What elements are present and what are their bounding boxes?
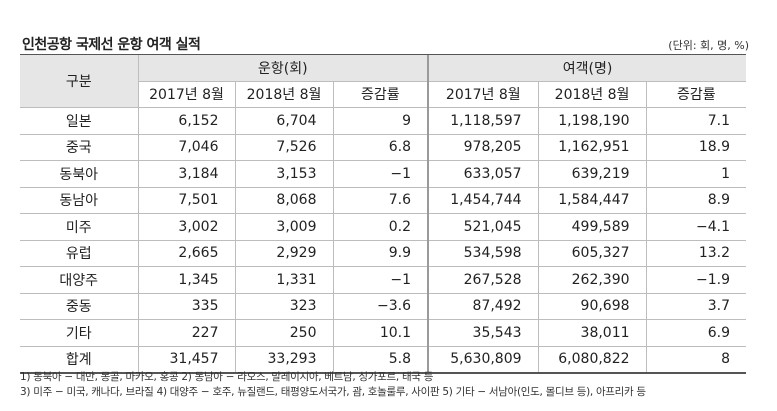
table-cell: 7,046 bbox=[138, 134, 236, 161]
table-cell: 5,630,809 bbox=[427, 346, 539, 374]
row-label: 중국 bbox=[20, 134, 139, 161]
table-cell: 534,598 bbox=[427, 240, 539, 267]
table-cell: 7,501 bbox=[138, 187, 236, 214]
table-row: 대양주 1,345 1,331 −1 267,528 262,390 −1.9 bbox=[20, 266, 747, 294]
row-label: 일본 bbox=[20, 107, 139, 135]
table-row: 중국 7,046 7,526 6.8 978,205 1,162,951 18.9 bbox=[20, 134, 747, 161]
header-row-1: 구분 운항(회) 여객(명) bbox=[20, 55, 747, 108]
table-cell: 6.9 bbox=[646, 319, 747, 347]
table-cell: −4.1 bbox=[646, 213, 747, 241]
row-label: 유럽 bbox=[20, 240, 139, 267]
table-cell: 1,454,744 bbox=[427, 187, 539, 214]
table-cell: 3,002 bbox=[138, 213, 236, 241]
table-cell: 1,162,951 bbox=[538, 134, 647, 161]
header-flights-change: 증감률 bbox=[333, 81, 429, 108]
table-cell: 8 bbox=[646, 346, 747, 374]
table-cell: 499,589 bbox=[538, 213, 647, 241]
header-category: 구분 bbox=[20, 55, 139, 108]
table-cell: 35,543 bbox=[427, 319, 539, 347]
table-row: 미주 3,002 3,009 0.2 521,045 499,589 −4.1 bbox=[20, 213, 747, 241]
table-cell: 5.8 bbox=[333, 346, 429, 374]
header-row-2: 2017년 8월 2018년 8월 증감률 2017년 8월 2018년 8월 … bbox=[20, 81, 747, 108]
table-cell: 9 bbox=[333, 107, 429, 135]
header-flights-2017: 2017년 8월 bbox=[138, 81, 236, 108]
table-cell: 87,492 bbox=[427, 293, 539, 320]
table-body: 일본 6,152 6,704 9 1,118,597 1,198,190 7.1 중국 7,04… bbox=[20, 107, 747, 374]
table-cell: 7.6 bbox=[333, 187, 429, 214]
table-cell: 3,153 bbox=[235, 160, 334, 188]
table-row: 동북아 3,184 3,153 −1 633,057 639,219 1 bbox=[20, 160, 747, 188]
table-cell: 3,009 bbox=[235, 213, 334, 241]
table-cell: 90,698 bbox=[538, 293, 647, 320]
table-cell: −1 bbox=[333, 266, 429, 294]
table-cell: 7,526 bbox=[235, 134, 334, 161]
table-cell: 7.1 bbox=[646, 107, 747, 135]
table-cell: 0.2 bbox=[333, 213, 429, 241]
table-cell: 1,198,190 bbox=[538, 107, 647, 135]
statistics-table: 구분 운항(회) 여객(명) 2017년 8월 2018년 8월 증감률 201… bbox=[20, 55, 747, 374]
table-cell: −1.9 bbox=[646, 266, 747, 294]
table-cell: 521,045 bbox=[427, 213, 539, 241]
row-label: 미주 bbox=[20, 213, 139, 241]
header-passengers-2018: 2018년 8월 bbox=[538, 81, 647, 108]
footnotes: 1) 동북아 − 대만, 몽골, 마카오, 홍콩 2) 동남아 − 라오스, 말… bbox=[20, 370, 646, 400]
table-cell: 33,293 bbox=[235, 346, 334, 374]
table-cell: 633,057 bbox=[427, 160, 539, 188]
header-passengers-change: 증감률 bbox=[646, 81, 747, 108]
row-label: 동남아 bbox=[20, 187, 139, 214]
table-cell: 3.7 bbox=[646, 293, 747, 320]
header-flights-2018: 2018년 8월 bbox=[235, 81, 334, 108]
table-cell: 3,184 bbox=[138, 160, 236, 188]
table-cell: 978,205 bbox=[427, 134, 539, 161]
table-cell: 10.1 bbox=[333, 319, 429, 347]
table-cell: 13.2 bbox=[646, 240, 747, 267]
table-cell: 227 bbox=[138, 319, 236, 347]
table-row: 기타 227 250 10.1 35,543 38,011 6.9 bbox=[20, 319, 747, 347]
table-cell: 1,345 bbox=[138, 266, 236, 294]
header-flights: 운항(회) bbox=[138, 55, 429, 82]
row-label: 동북아 bbox=[20, 160, 139, 188]
table-cell: 2,665 bbox=[138, 240, 236, 267]
table-cell: 267,528 bbox=[427, 266, 539, 294]
total-row: 합계 31,457 33,293 5.8 5,630,809 6,080,822 8 bbox=[20, 346, 747, 374]
table-cell: 335 bbox=[138, 293, 236, 320]
table-row: 일본 6,152 6,704 9 1,118,597 1,198,190 7.1 bbox=[20, 107, 747, 135]
table-cell: 6,704 bbox=[235, 107, 334, 135]
table-cell: 1,118,597 bbox=[427, 107, 539, 135]
table-cell: 38,011 bbox=[538, 319, 647, 347]
table-cell: 18.9 bbox=[646, 134, 747, 161]
table-cell: 323 bbox=[235, 293, 334, 320]
table-title: 인천공항 국제선 운항 여객 실적 bbox=[22, 37, 201, 53]
row-label: 기타 bbox=[20, 319, 139, 347]
table-cell: 8,068 bbox=[235, 187, 334, 214]
table-cell: 6.8 bbox=[333, 134, 429, 161]
row-label: 대양주 bbox=[20, 266, 139, 294]
table-cell: −1 bbox=[333, 160, 429, 188]
table-cell: 1 bbox=[646, 160, 747, 188]
table-cell: 6,152 bbox=[138, 107, 236, 135]
row-label: 중동 bbox=[20, 293, 139, 320]
footnote-line: 1) 동북아 − 대만, 몽골, 마카오, 홍콩 2) 동남아 − 라오스, 말… bbox=[20, 371, 434, 383]
table-cell: 6,080,822 bbox=[538, 346, 647, 374]
header-passengers: 여객(명) bbox=[427, 55, 747, 82]
table-cell: 31,457 bbox=[138, 346, 236, 374]
row-label: 합계 bbox=[20, 346, 139, 374]
table-cell: 1,331 bbox=[235, 266, 334, 294]
table-cell: 9.9 bbox=[333, 240, 429, 267]
unit-label: (단위: 회, 명, %) bbox=[668, 39, 749, 52]
table-cell: 262,390 bbox=[538, 266, 647, 294]
table-cell: 250 bbox=[235, 319, 334, 347]
table-row: 동남아 7,501 8,068 7.6 1,454,744 1,584,447 8.9 bbox=[20, 187, 747, 214]
table-cell: 1,584,447 bbox=[538, 187, 647, 214]
table-cell: 2,929 bbox=[235, 240, 334, 267]
table-cell: −3.6 bbox=[333, 293, 429, 320]
footnote-line: 3) 미주 − 미국, 캐나다, 브라질 4) 대양주 − 호주, 뉴질랜드, … bbox=[20, 386, 646, 398]
header-passengers-2017: 2017년 8월 bbox=[427, 81, 539, 108]
table-cell: 8.9 bbox=[646, 187, 747, 214]
table-cell: 605,327 bbox=[538, 240, 647, 267]
table-row: 중동 335 323 −3.6 87,492 90,698 3.7 bbox=[20, 293, 747, 320]
table-row: 유럽 2,665 2,929 9.9 534,598 605,327 13.2 bbox=[20, 240, 747, 267]
table-cell: 639,219 bbox=[538, 160, 647, 188]
